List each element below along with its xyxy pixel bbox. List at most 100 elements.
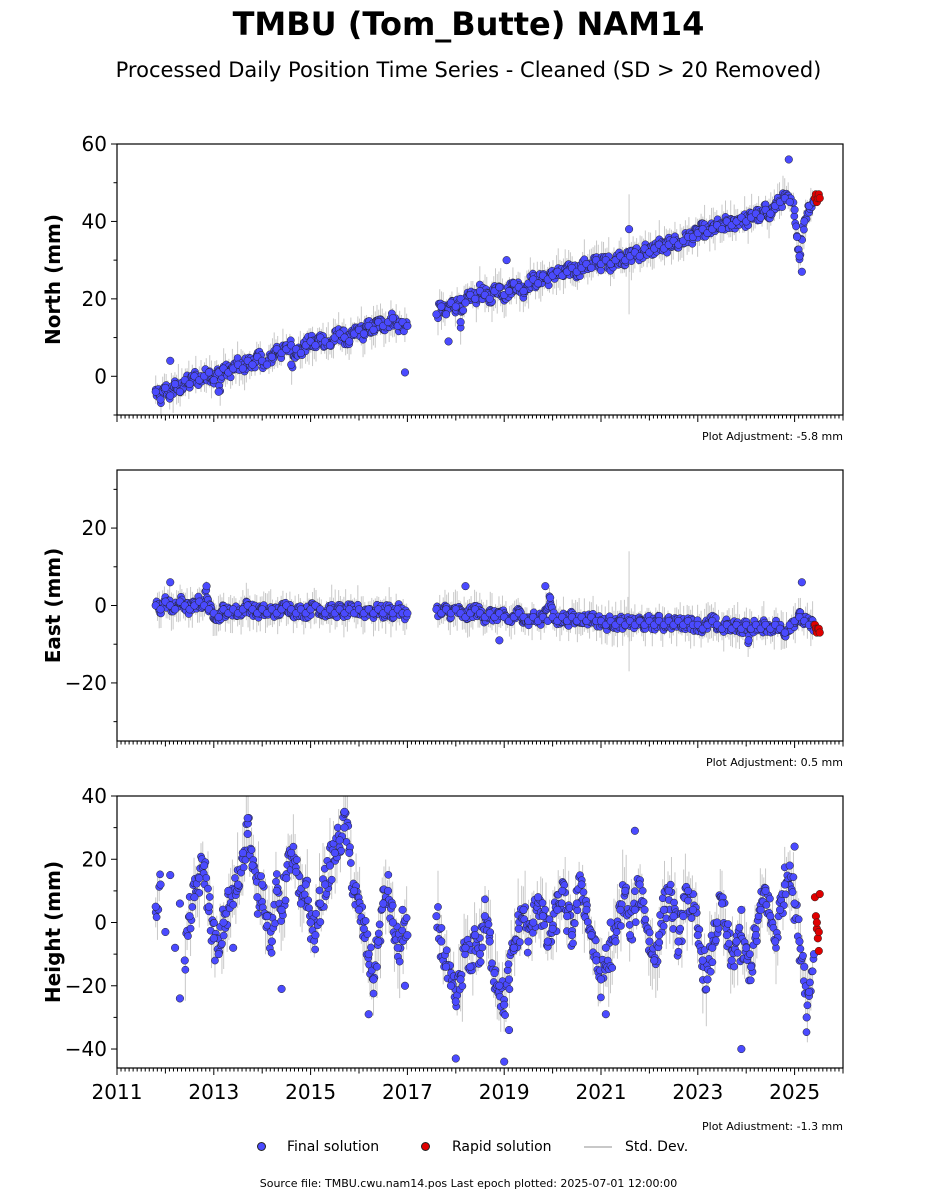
north-final-point xyxy=(798,268,806,276)
height-final-point xyxy=(520,906,528,914)
north-final-point xyxy=(457,318,465,326)
height-final-point xyxy=(195,874,203,882)
height-final-point xyxy=(373,963,380,970)
height-final-point xyxy=(479,944,486,951)
height-final-point xyxy=(709,944,717,952)
height-final-point xyxy=(487,929,494,936)
height-final-point xyxy=(316,900,324,908)
height-final-point xyxy=(723,931,731,939)
height-final-point xyxy=(263,912,271,920)
height-final-point xyxy=(796,938,804,946)
height-final-point xyxy=(399,906,407,914)
height-panel: −40−20020402011 2013 2015 2017 2019 2021 2023 2… xyxy=(41,781,843,1130)
height-final-point xyxy=(549,925,557,933)
height-final-point xyxy=(789,889,796,896)
height-final-point xyxy=(712,937,719,944)
height-final-point xyxy=(675,948,682,955)
north-final-point xyxy=(249,361,257,369)
height-final-point xyxy=(607,919,615,927)
height-final-point xyxy=(612,938,620,946)
height-final-point xyxy=(157,881,165,889)
height-final-point xyxy=(312,946,319,953)
height-final-point xyxy=(684,897,691,904)
height-rapid-point xyxy=(815,947,823,955)
height-final-point xyxy=(534,893,542,901)
height-final-point xyxy=(437,938,445,946)
north-final-point xyxy=(452,303,460,311)
height-final-point xyxy=(679,912,687,920)
height-final-point xyxy=(501,1011,508,1018)
height-final-point xyxy=(747,977,754,984)
height-final-point xyxy=(592,957,600,965)
east-final-point xyxy=(496,637,504,645)
height-final-point xyxy=(326,862,334,870)
north-final-point xyxy=(326,342,334,350)
height-final-point xyxy=(312,910,319,917)
height-final-point xyxy=(781,881,789,889)
height-final-point xyxy=(488,960,495,967)
height-final-point xyxy=(156,871,163,878)
height-final-point xyxy=(803,1014,811,1022)
height-final-point xyxy=(273,887,281,895)
height-final-point xyxy=(200,862,208,870)
height-final-point xyxy=(447,982,455,990)
height-final-point xyxy=(713,919,721,927)
height-final-point xyxy=(384,887,392,895)
height-x-tick-label: 2021 xyxy=(576,1080,627,1104)
height-final-point xyxy=(660,923,667,930)
height-final-point xyxy=(467,963,475,971)
north-final-point xyxy=(171,380,179,388)
height-final-point xyxy=(203,874,210,881)
height-final-point xyxy=(360,925,368,933)
height-final-point xyxy=(293,856,300,863)
height-final-point xyxy=(230,901,237,908)
height-final-point xyxy=(782,891,789,898)
height-final-point xyxy=(631,888,638,895)
height-final-point xyxy=(347,859,354,866)
north-final-point xyxy=(625,225,633,233)
height-final-point xyxy=(481,896,488,903)
legend-rapid-marker xyxy=(421,1142,430,1151)
height-final-point xyxy=(670,899,677,906)
height-final-point xyxy=(370,990,377,997)
height-final-point xyxy=(525,938,533,946)
height-final-point xyxy=(254,910,261,917)
height-final-point xyxy=(597,994,604,1001)
height-y-tick-label: 20 xyxy=(82,847,107,871)
height-final-point xyxy=(660,906,668,914)
north-final-point xyxy=(486,295,494,303)
height-final-point xyxy=(211,957,218,964)
height-final-point xyxy=(757,906,765,914)
height-x-tick-label: 2025 xyxy=(769,1080,820,1104)
height-final-point xyxy=(670,912,678,920)
height-y-tick-label: 40 xyxy=(82,784,107,808)
height-final-point xyxy=(583,906,591,914)
height-final-point xyxy=(699,957,707,965)
north-final-point xyxy=(800,218,808,226)
north-final-point xyxy=(534,280,542,288)
height-final-point xyxy=(738,906,746,914)
height-rapid-point xyxy=(813,919,821,927)
height-x-tick-label: 2011 xyxy=(92,1080,143,1104)
height-final-point xyxy=(656,939,663,946)
height-final-point xyxy=(791,900,799,908)
north-final-point xyxy=(210,376,218,384)
height-final-point xyxy=(568,931,576,939)
source-footer: Source file: TMBU.cwu.nam14.pos Last epo… xyxy=(0,1176,937,1192)
height-final-point xyxy=(278,906,286,914)
height-final-point xyxy=(317,918,324,925)
north-final-point xyxy=(445,338,453,346)
height-final-point xyxy=(205,903,213,911)
height-final-point xyxy=(239,849,247,857)
height-final-point xyxy=(747,963,755,971)
height-final-point xyxy=(240,864,247,871)
height-final-point xyxy=(282,897,289,904)
height-final-point xyxy=(505,961,512,968)
height-final-point xyxy=(539,912,547,920)
height-final-point xyxy=(505,1026,513,1034)
height-final-point xyxy=(597,976,605,984)
east-final-point xyxy=(203,582,211,590)
height-plot-adjustment: Plot Adjustment: -1.3 mm xyxy=(702,1120,843,1130)
height-final-point xyxy=(438,924,445,931)
height-final-point xyxy=(162,928,170,936)
